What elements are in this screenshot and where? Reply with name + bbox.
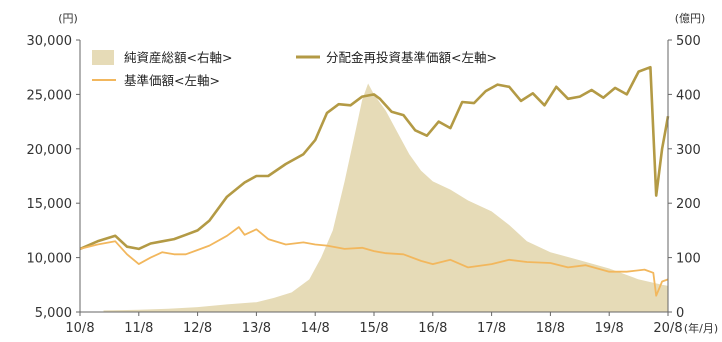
x-tick-label: 20/8 [653,321,682,336]
right-tick-label: 500 [676,34,701,49]
x-tick-label: 15/8 [359,321,388,336]
left-axis-ticks: 5,000 10,000 15,000 20,000 25,000 30,000 [27,34,80,321]
x-tick-label: 17/8 [477,321,506,336]
x-axis-unit: (年/月) [684,321,718,335]
x-tick-label: 19/8 [595,321,624,336]
right-tick-label: 200 [676,197,701,212]
right-tick-label: 300 [676,143,701,158]
right-axis-ticks: 0 100 200 300 400 500 [668,34,701,321]
left-tick-label: 15,000 [27,197,73,212]
legend-label-net-assets: 純資産総額<右軸> [124,50,232,65]
left-tick-label: 25,000 [27,88,73,103]
x-tick-label: 11/8 [124,321,153,336]
x-tick-label: 13/8 [242,321,271,336]
left-tick-label: 20,000 [27,143,73,158]
x-axis-ticks: 10/8 11/8 12/8 13/8 14/8 15/8 16/8 17/8 18/8 19/8… [65,312,683,336]
legend-swatch-net-assets [92,50,114,65]
net-assets-area [103,83,668,312]
x-tick-label: 12/8 [183,321,212,336]
left-tick-label: 30,000 [27,34,73,49]
right-tick-label: 100 [676,252,701,267]
reinvested-nav-line [79,65,670,251]
series-layer [79,65,670,312]
right-tick-label: 0 [676,306,684,321]
left-tick-label: 5,000 [35,306,72,321]
x-tick-label: 18/8 [536,321,565,336]
x-tick-label: 16/8 [418,321,447,336]
right-axis-unit: (億円) [675,12,706,25]
left-tick-label: 10,000 [27,252,73,267]
x-tick-label: 14/8 [301,321,330,336]
legend-label-reinvested-nav: 分配金再投資基準価額<左軸> [326,50,497,65]
left-axis-unit: (円) [58,12,78,25]
base-nav-line [79,226,669,297]
legend-label-base-nav: 基準価額<左軸> [124,73,220,88]
legend: 純資産総額<右軸> 分配金再投資基準価額<左軸> 基準価額<左軸> [92,50,497,88]
x-tick-label: 10/8 [65,321,94,336]
right-tick-label: 400 [676,88,701,103]
